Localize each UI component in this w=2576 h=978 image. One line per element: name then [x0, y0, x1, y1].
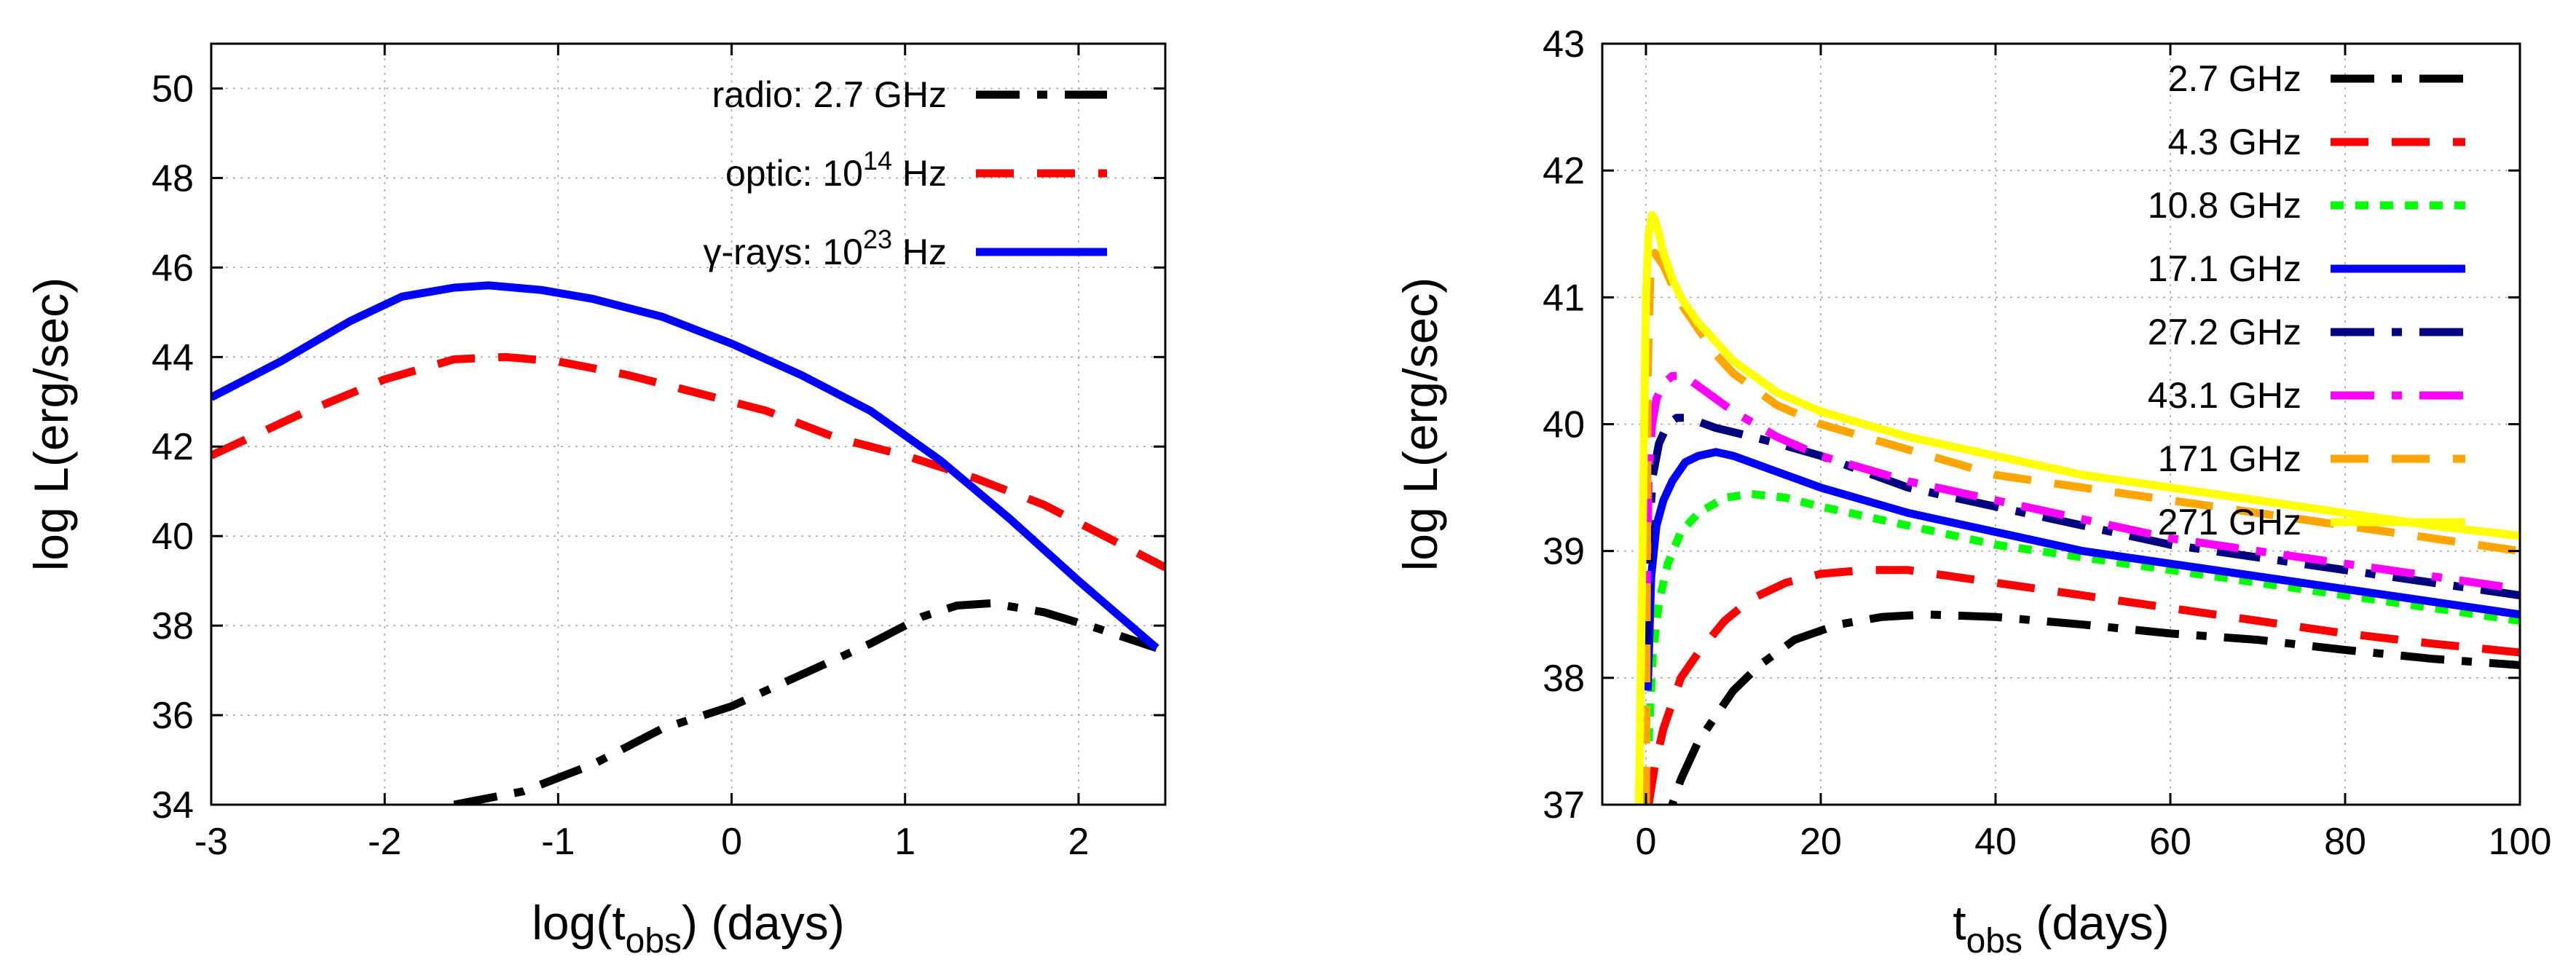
- legend-label: 2.7 GHz: [2168, 58, 2301, 99]
- y-axis-label: log L(erg/sec): [24, 277, 78, 572]
- legend-label: optic: 1014 Hz: [725, 146, 947, 194]
- x-tick-label: -1: [541, 821, 575, 863]
- series-line-optic-10-14-hz: [211, 352, 1165, 572]
- x-axis-label-sub: obs: [626, 922, 682, 961]
- legend-label-tail: Hz: [892, 153, 947, 194]
- legend-label-sup: 23: [863, 224, 892, 254]
- legend-label: 271 GHz: [2158, 502, 2301, 543]
- x-tick-label: -3: [194, 821, 228, 863]
- legend-label: γ-rays: 1023 Hz: [703, 224, 947, 272]
- x-tick-label: 40: [1974, 821, 2017, 863]
- x-tick-label: -2: [368, 821, 401, 863]
- series-line-43-1-ghz: [1642, 371, 2520, 615]
- legend-label-tail: Hz: [892, 232, 947, 272]
- x-axis-label-sub: obs: [1966, 922, 2022, 961]
- y-tick-label: 37: [1543, 784, 1585, 827]
- y-tick-label: 40: [1543, 404, 1585, 446]
- y-tick-label: 46: [151, 247, 194, 289]
- legend-label: 27.2 GHz: [2148, 312, 2301, 352]
- legend-label: 4.3 GHz: [2168, 122, 2301, 162]
- series-line-27-2-ghz: [1642, 414, 2520, 653]
- y-axis-label: log L(erg/sec): [1393, 277, 1447, 572]
- legend-label-sup: 14: [863, 146, 892, 176]
- x-tick-label: 0: [721, 821, 742, 863]
- legend-label: 43.1 GHz: [2148, 375, 2301, 416]
- plot-frame: [210, 42, 1167, 806]
- series-line--rays-10-23-hz: [211, 281, 1159, 652]
- grid-lines: [211, 44, 1165, 805]
- x-tick-label: 100: [2489, 821, 2552, 863]
- series-line-171-ghz: [1642, 248, 2520, 805]
- x-axis-label-main: log(t: [532, 896, 625, 950]
- series-line-271-ghz: [1634, 210, 2520, 805]
- y-tick-label: 48: [151, 157, 194, 200]
- legend-label-main: γ-rays: 10: [703, 232, 863, 272]
- y-tick-label: 34: [151, 784, 194, 827]
- y-tick-label: 38: [1543, 658, 1585, 700]
- x-axis-label: tobs (days): [1953, 896, 2169, 961]
- series-group: [211, 281, 1165, 805]
- x-axis-label: log(tobs) (days): [532, 896, 844, 961]
- series-line-17-1-ghz: [1643, 448, 2520, 691]
- x-tick-label: 1: [894, 821, 915, 863]
- x-tick-label: 60: [2149, 821, 2191, 863]
- y-tick-label: 44: [151, 336, 194, 379]
- x-tick-label: 2: [1068, 821, 1089, 863]
- legend-label: 171 GHz: [2158, 438, 2301, 479]
- legend: 2.7 GHz 4.3 GHz 10.8 GHz 17.1 GHz 27.2 GHz 43…: [2148, 58, 2465, 543]
- x-axis-label-tail: ) (days): [682, 896, 845, 950]
- y-tick-label: 40: [151, 516, 194, 558]
- legend-label: 10.8 GHz: [2148, 185, 2301, 226]
- y-tick-label: 38: [151, 605, 194, 647]
- y-tick-label: 41: [1543, 277, 1585, 319]
- x-tick-label: 20: [1800, 821, 1842, 863]
- legend-label-main: optic: 10: [725, 153, 863, 194]
- chart-1: -3 -2 -1 0 1 2 34 36 38 40 42 44 46 48 50 log L(erg/sec…: [24, 42, 1167, 961]
- series-line-radio-2-7-ghz: [453, 599, 1158, 805]
- legend-label: 17.1 GHz: [2148, 248, 2301, 289]
- y-tick-label: 42: [1543, 150, 1585, 192]
- x-axis-label-main: t: [1953, 896, 1966, 950]
- series-line-10-8-ghz: [1645, 489, 2520, 742]
- series-line-2-7-ghz: [1668, 610, 2520, 805]
- x-axis-label-tail: (days): [2022, 896, 2170, 950]
- y-tick-label: 50: [151, 68, 194, 110]
- y-tick-label: 43: [1543, 23, 1585, 66]
- series-group: [1634, 210, 2520, 805]
- y-tick-label: 42: [151, 426, 194, 468]
- grid-lines: [1602, 44, 2520, 805]
- chart-2: 0 20 40 60 80 100 37 38 39 40 41 42 43 log L(erg/sec)…: [1393, 23, 2551, 961]
- y-tick-label: 39: [1543, 531, 1585, 573]
- legend-label: radio: 2.7 GHz: [712, 74, 947, 115]
- y-tick-label: 36: [151, 695, 194, 737]
- series-line-4-3-ghz: [1645, 566, 2520, 805]
- x-tick-label: 0: [1636, 821, 1657, 863]
- x-tick-label: 80: [2324, 821, 2366, 863]
